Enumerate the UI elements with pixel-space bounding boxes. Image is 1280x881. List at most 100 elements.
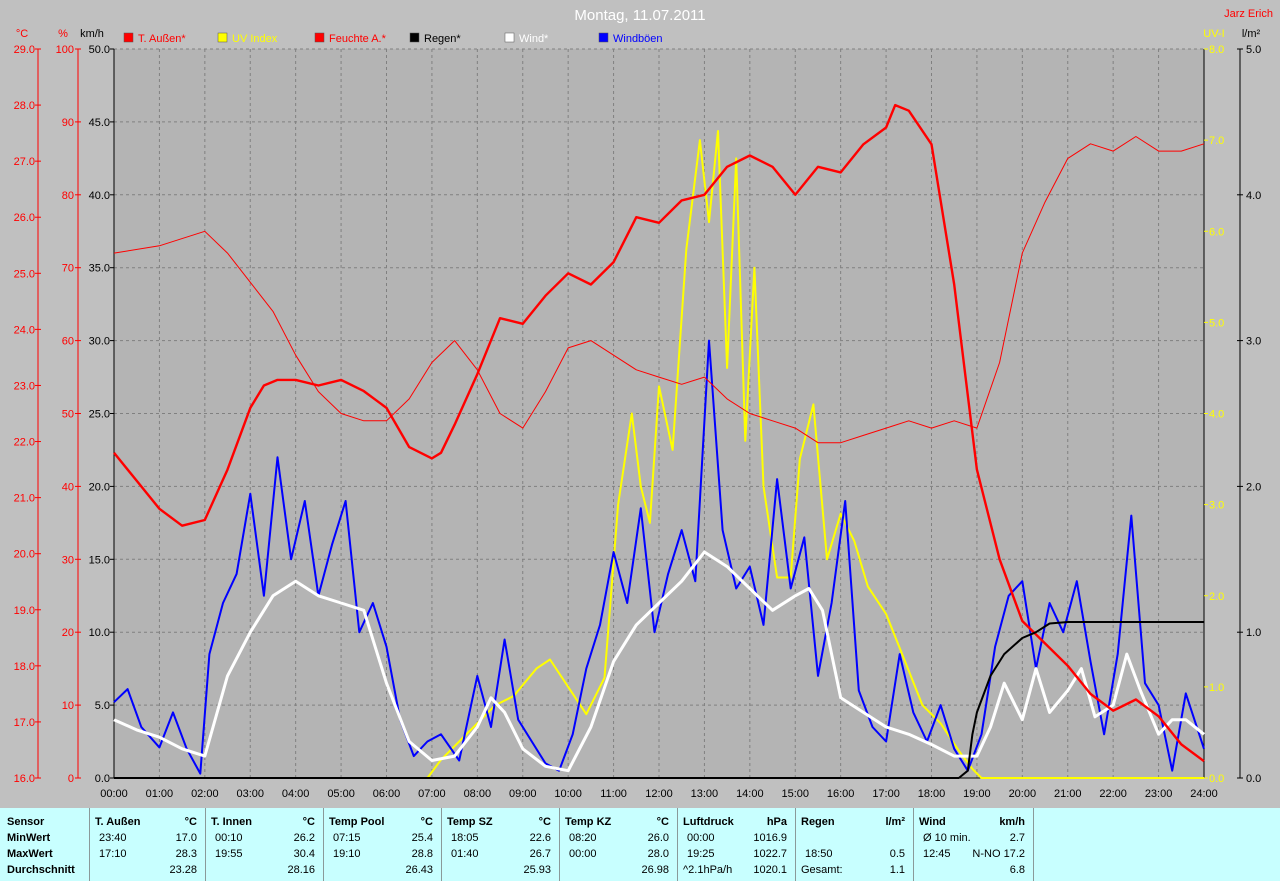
stats-max-value: 26.7 xyxy=(529,848,551,860)
legend-label: Regen* xyxy=(424,33,461,45)
legend-swatch xyxy=(314,32,325,43)
legend-label: Feuchte A.* xyxy=(329,33,387,45)
stats-row-max-label: MaxWert xyxy=(7,848,53,860)
stats-min-time: 08:20 xyxy=(569,832,597,844)
series-line xyxy=(113,103,1205,763)
rain-tick-label: 4.0 xyxy=(1246,190,1261,202)
stats-group-name: Temp Pool xyxy=(329,816,385,828)
wind-tick-label: 45.0 xyxy=(89,117,110,129)
stats-group-unit: °C xyxy=(538,816,551,828)
stats-max-time: 19:25 xyxy=(687,848,715,860)
time-tick-label: 12:00 xyxy=(645,788,673,800)
temp-tick-label: 26.0 xyxy=(14,212,35,224)
wind-tick-label: 0.0 xyxy=(95,773,110,785)
stats-row-min-label: MinWert xyxy=(7,832,51,844)
legend-label: Windböen xyxy=(613,33,663,45)
stats-max-value: N-NO 17.2 xyxy=(972,848,1025,860)
legend: T. Außen* UV Index Feuchte A.* Regen* Wind* W… xyxy=(123,32,663,45)
stats-group: Temp Pool °C 07:15 25.4 19:10 28.8 26.43 xyxy=(323,808,442,881)
wind-tick-label: 15.0 xyxy=(89,554,110,566)
uv-tick-label: 3.0 xyxy=(1209,500,1224,512)
stats-min-value: 25.4 xyxy=(411,832,433,844)
hum-tick-label: 50 xyxy=(62,409,74,421)
legend-swatch xyxy=(123,32,134,43)
stats-group-unit: l/m² xyxy=(885,816,905,828)
wind-tick-label: 35.0 xyxy=(89,263,110,275)
time-tick-label: 18:00 xyxy=(918,788,946,800)
time-tick-label: 15:00 xyxy=(781,788,809,800)
temp-unit-label: °C xyxy=(16,28,28,40)
stats-max-time: 12:45 xyxy=(923,848,951,860)
temp-tick-label: 19.0 xyxy=(14,605,35,617)
stats-max-time: 18:50 xyxy=(805,848,833,860)
uv-tick-label: 6.0 xyxy=(1209,226,1224,238)
stats-group-unit: °C xyxy=(302,816,315,828)
stats-min-time: 00:00 xyxy=(687,832,715,844)
rain-tick-label: 1.0 xyxy=(1246,627,1261,639)
stats-avg-value: 28.16 xyxy=(287,864,315,876)
hum-tick-label: 70 xyxy=(62,263,74,275)
wind-tick-label: 25.0 xyxy=(89,409,110,421)
legend-swatch xyxy=(409,32,420,43)
stats-group-name: T. Innen xyxy=(211,816,252,828)
series-line xyxy=(113,136,1205,444)
time-tick-label: 05:00 xyxy=(327,788,355,800)
legend-swatch xyxy=(504,32,515,43)
time-tick-label: 00:00 xyxy=(100,788,128,800)
legend-swatch xyxy=(598,32,609,43)
stats-avg-value: 25.93 xyxy=(523,864,551,876)
rain-tick-label: 5.0 xyxy=(1246,44,1261,56)
stats-group-name: Wind xyxy=(919,816,946,828)
series-line xyxy=(114,621,1204,779)
stats-group: Luftdruck hPa 00:00 1016.9 19:25 1022.7 ^2.1hP… xyxy=(677,808,796,881)
series-lines xyxy=(113,103,1205,779)
hum-tick-label: 100 xyxy=(56,44,74,56)
stats-group-name: Luftdruck xyxy=(683,816,734,828)
time-tick-label: 09:00 xyxy=(509,788,537,800)
time-tick-label: 02:00 xyxy=(191,788,219,800)
stats-group-unit: °C xyxy=(656,816,669,828)
legend-label: UV Index xyxy=(232,33,278,45)
statistics-table: Sensor MinWert MaxWert Durchschnitt T. A… xyxy=(0,808,1280,881)
rain-tick-label: 0.0 xyxy=(1246,773,1261,785)
stats-group: Temp SZ °C 18:05 22.6 01:40 26.7 25.93 xyxy=(441,808,560,881)
stats-group-unit: °C xyxy=(420,816,433,828)
stats-group-name: T. Außen xyxy=(95,816,141,828)
stats-min-value: 2.7 xyxy=(1009,832,1025,844)
uv-tick-label: 4.0 xyxy=(1209,409,1224,421)
time-tick-label: 13:00 xyxy=(691,788,719,800)
temp-tick-label: 21.0 xyxy=(14,493,35,505)
temp-tick-label: 23.0 xyxy=(14,380,35,392)
time-tick-label: 14:00 xyxy=(736,788,764,800)
stats-avg-value: 26.43 xyxy=(405,864,433,876)
time-tick-label: 04:00 xyxy=(282,788,310,800)
stats-max-time: 19:10 xyxy=(333,848,361,860)
stats-min-value: 22.6 xyxy=(529,832,551,844)
stats-row-avg-label: Durchschnitt xyxy=(7,864,75,876)
time-tick-label: 20:00 xyxy=(1009,788,1037,800)
uv-tick-label: 5.0 xyxy=(1209,317,1224,329)
legend-swatch xyxy=(217,32,228,43)
stats-avg-label: Gesamt: xyxy=(801,864,843,876)
weather-chart: 16.0 17.0 18.0 19.0 20.0 21.0 22.0 23.0 24.0 25.0… xyxy=(13,7,1273,800)
hum-unit-label: % xyxy=(58,28,68,40)
time-tick-label: 11:00 xyxy=(600,788,627,800)
hum-tick-label: 60 xyxy=(62,336,74,348)
stats-min-time: 18:05 xyxy=(451,832,479,844)
stats-max-value: 0.5 xyxy=(889,848,905,860)
time-tick-label: 24:00 xyxy=(1190,788,1218,800)
wind-tick-label: 20.0 xyxy=(89,481,110,493)
wind-unit-label: km/h xyxy=(80,28,104,40)
series-line xyxy=(113,339,1205,775)
wind-tick-label: 40.0 xyxy=(89,190,110,202)
stats-max-time: 17:10 xyxy=(99,848,127,860)
axis-unit-labels: °C % km/h UV-I l/m² xyxy=(16,28,1261,40)
stats-group-unit: km/h xyxy=(999,816,1025,828)
stats-max-time: 19:55 xyxy=(215,848,243,860)
stats-group: Wind km/h Ø 10 min. 2.7 12:45 N-NO 17.2 6.8 xyxy=(913,808,1034,881)
stats-avg-value: 1020.1 xyxy=(753,864,787,876)
temp-tick-label: 16.0 xyxy=(14,773,35,785)
hum-tick-label: 0 xyxy=(68,773,74,785)
stats-max-time: 00:00 xyxy=(569,848,597,860)
time-tick-label: 03:00 xyxy=(236,788,264,800)
